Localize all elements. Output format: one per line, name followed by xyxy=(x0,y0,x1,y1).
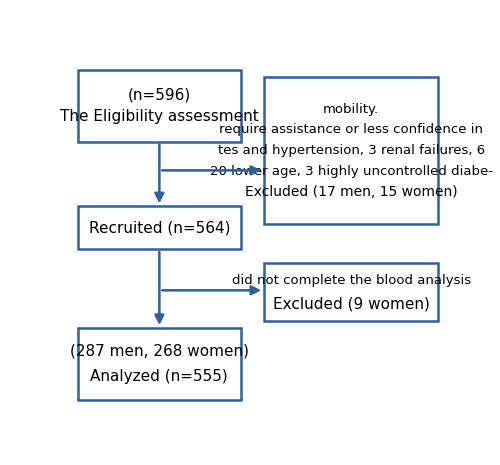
Text: (287 men, 268 women): (287 men, 268 women) xyxy=(70,344,249,359)
Text: Analyzed (n=555): Analyzed (n=555) xyxy=(90,369,228,384)
Text: The Eligibility assessment: The Eligibility assessment xyxy=(60,109,259,124)
Text: mobility.: mobility. xyxy=(323,103,380,116)
FancyBboxPatch shape xyxy=(78,70,241,142)
Text: 20 lower age, 3 highly uncontrolled diabe-: 20 lower age, 3 highly uncontrolled diab… xyxy=(210,165,493,178)
Text: require assistance or less confidence in: require assistance or less confidence in xyxy=(219,123,483,136)
FancyBboxPatch shape xyxy=(78,206,241,249)
Text: Excluded (17 men, 15 women): Excluded (17 men, 15 women) xyxy=(245,185,458,199)
Text: (n=596): (n=596) xyxy=(128,88,191,103)
Text: Excluded (9 women): Excluded (9 women) xyxy=(273,296,430,311)
Text: did not complete the blood analysis: did not complete the blood analysis xyxy=(232,274,471,287)
Text: tes and hypertension, 3 renal failures, 6: tes and hypertension, 3 renal failures, … xyxy=(218,144,485,157)
FancyBboxPatch shape xyxy=(264,77,438,224)
Text: Recruited (n=564): Recruited (n=564) xyxy=(88,220,230,235)
FancyBboxPatch shape xyxy=(264,264,438,321)
FancyBboxPatch shape xyxy=(78,328,241,399)
